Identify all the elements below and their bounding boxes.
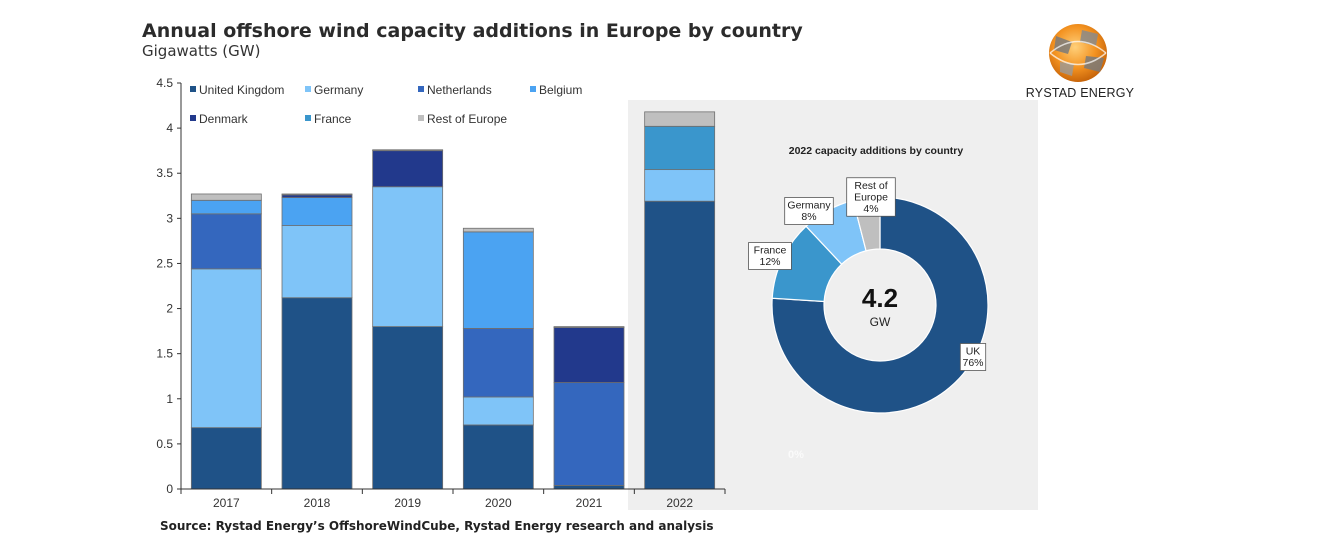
- legend-swatch-denmark: [190, 115, 196, 121]
- y-tick-label: 1: [166, 392, 173, 406]
- chart-legend: United Kingdom Germany Netherlands Belgium D…: [190, 83, 582, 126]
- callout-text: Germany: [787, 200, 831, 212]
- bar-segment-2021-united-kingdom: [553, 484, 625, 490]
- callout-text: 76%: [962, 357, 983, 369]
- bar-segment-2021-rest-of-europe: [553, 326, 625, 328]
- bar-segment-2021-netherlands: [553, 382, 625, 486]
- legend-swatch-rest-of-europe: [418, 115, 424, 121]
- legend-label-rest-of-europe: Rest of Europe: [427, 112, 507, 126]
- callout-box: [784, 197, 834, 225]
- donut-slice-uk: [771, 196, 989, 414]
- bar-segment-2019-united-kingdom: [372, 326, 444, 490]
- donut-center-value: 4.2: [862, 283, 898, 313]
- y-tick-label: 3: [166, 211, 173, 225]
- bar-segment-2021-denmark: [553, 327, 625, 383]
- bar-segment-2020-united-kingdom: [462, 424, 534, 490]
- x-tick-label-2021: 2021: [576, 496, 603, 510]
- bar-segment-2020-belgium: [462, 231, 534, 329]
- x-tick-label-2017: 2017: [213, 496, 240, 510]
- bar-segment-2019-rest-of-europe: [372, 149, 444, 152]
- bar-segment-2018-united-kingdom: [281, 297, 353, 490]
- y-tick-label: 2: [166, 302, 173, 316]
- bar-segment-2018-rest-of-europe: [281, 193, 353, 196]
- globe-logo-icon: [1049, 24, 1107, 82]
- bar-segment-2019-germany: [372, 186, 444, 328]
- legend-label-france: France: [314, 112, 352, 126]
- bar-axes: 0 0.5 1 1.5 2 2.5 3 3.5 4 4.5 2017 2018 2019 2020 2021…: [156, 76, 726, 510]
- x-tick-label-2019: 2019: [394, 496, 421, 510]
- donut-center-unit: GW: [870, 315, 891, 329]
- callout-text: Rest of: [854, 180, 887, 192]
- bar-segment-2022-rest-of-europe: [644, 111, 716, 127]
- bar-segment-2017-rest-of-europe: [190, 193, 262, 201]
- callout-box: [846, 177, 896, 217]
- y-tick-label: 0.5: [156, 437, 173, 451]
- legend-swatch-netherlands: [418, 86, 424, 92]
- callout-box: [748, 242, 792, 270]
- faint-label: 0%: [788, 449, 804, 461]
- y-tick-label: 3.5: [156, 166, 173, 180]
- legend-label-denmark: Denmark: [199, 112, 249, 126]
- chart-subtitle: Gigawatts (GW): [142, 42, 261, 60]
- bar-segment-2020-germany: [462, 396, 534, 426]
- bar-segment-2018-belgium: [281, 197, 353, 226]
- legend-label-united-kingdom: United Kingdom: [199, 83, 284, 97]
- logo-text: RYSTAD ENERGY: [1025, 86, 1135, 100]
- legend-swatch-united-kingdom: [190, 86, 196, 92]
- bar-segment-2017-united-kingdom: [190, 427, 262, 490]
- legend-swatch-germany: [305, 86, 311, 92]
- bar-segment-2017-germany: [190, 268, 262, 429]
- legend-label-belgium: Belgium: [539, 83, 582, 97]
- bar-segment-2017-netherlands: [190, 213, 262, 270]
- callout-text: Europe: [854, 191, 888, 203]
- callout-box: [959, 343, 987, 371]
- legend-swatch-belgium: [530, 86, 536, 92]
- callout-text: 8%: [801, 211, 816, 223]
- rystad-logo: RYSTAD ENERGY: [1020, 20, 1140, 105]
- bar-segment-2018-germany: [281, 225, 353, 299]
- chart-title: Annual offshore wind capacity additions …: [142, 20, 803, 42]
- y-tick-label: 2.5: [156, 256, 173, 270]
- callout-text: France: [754, 245, 787, 257]
- bar-segment-2019-denmark: [372, 150, 444, 188]
- donut-chart: 2022 capacity additions by country 4.2 GW U…: [748, 145, 989, 461]
- legend-label-netherlands: Netherlands: [427, 83, 492, 97]
- bar-segment-2022-france: [644, 125, 716, 171]
- x-tick-label-2020: 2020: [485, 496, 512, 510]
- y-tick-label: 1.5: [156, 347, 173, 361]
- bar-segment-2022-united-kingdom: [644, 200, 716, 490]
- callout-text: 4%: [863, 203, 878, 215]
- bar-segment-2020-netherlands: [462, 328, 534, 398]
- bar-segment-2018-denmark: [281, 194, 353, 198]
- callout-text: UK: [966, 346, 981, 358]
- x-tick-label-2018: 2018: [304, 496, 331, 510]
- stacked-bar-chart: [190, 111, 716, 490]
- bar-segment-2017-belgium: [190, 199, 262, 215]
- donut-title: 2022 capacity additions by country: [789, 145, 964, 157]
- bar-segment-2022-germany: [644, 169, 716, 202]
- callout-text: 12%: [759, 256, 780, 268]
- y-tick-label: 4.5: [156, 76, 173, 90]
- y-tick-label: 4: [166, 121, 173, 135]
- legend-label-germany: Germany: [314, 83, 363, 97]
- legend-swatch-france: [305, 115, 311, 121]
- bar-segment-2020-rest-of-europe: [462, 227, 534, 233]
- x-tick-label-2022: 2022: [666, 496, 693, 510]
- source-note: Source: Rystad Energy’s OffshoreWindCube…: [160, 519, 714, 533]
- y-tick-label: 0: [166, 482, 173, 496]
